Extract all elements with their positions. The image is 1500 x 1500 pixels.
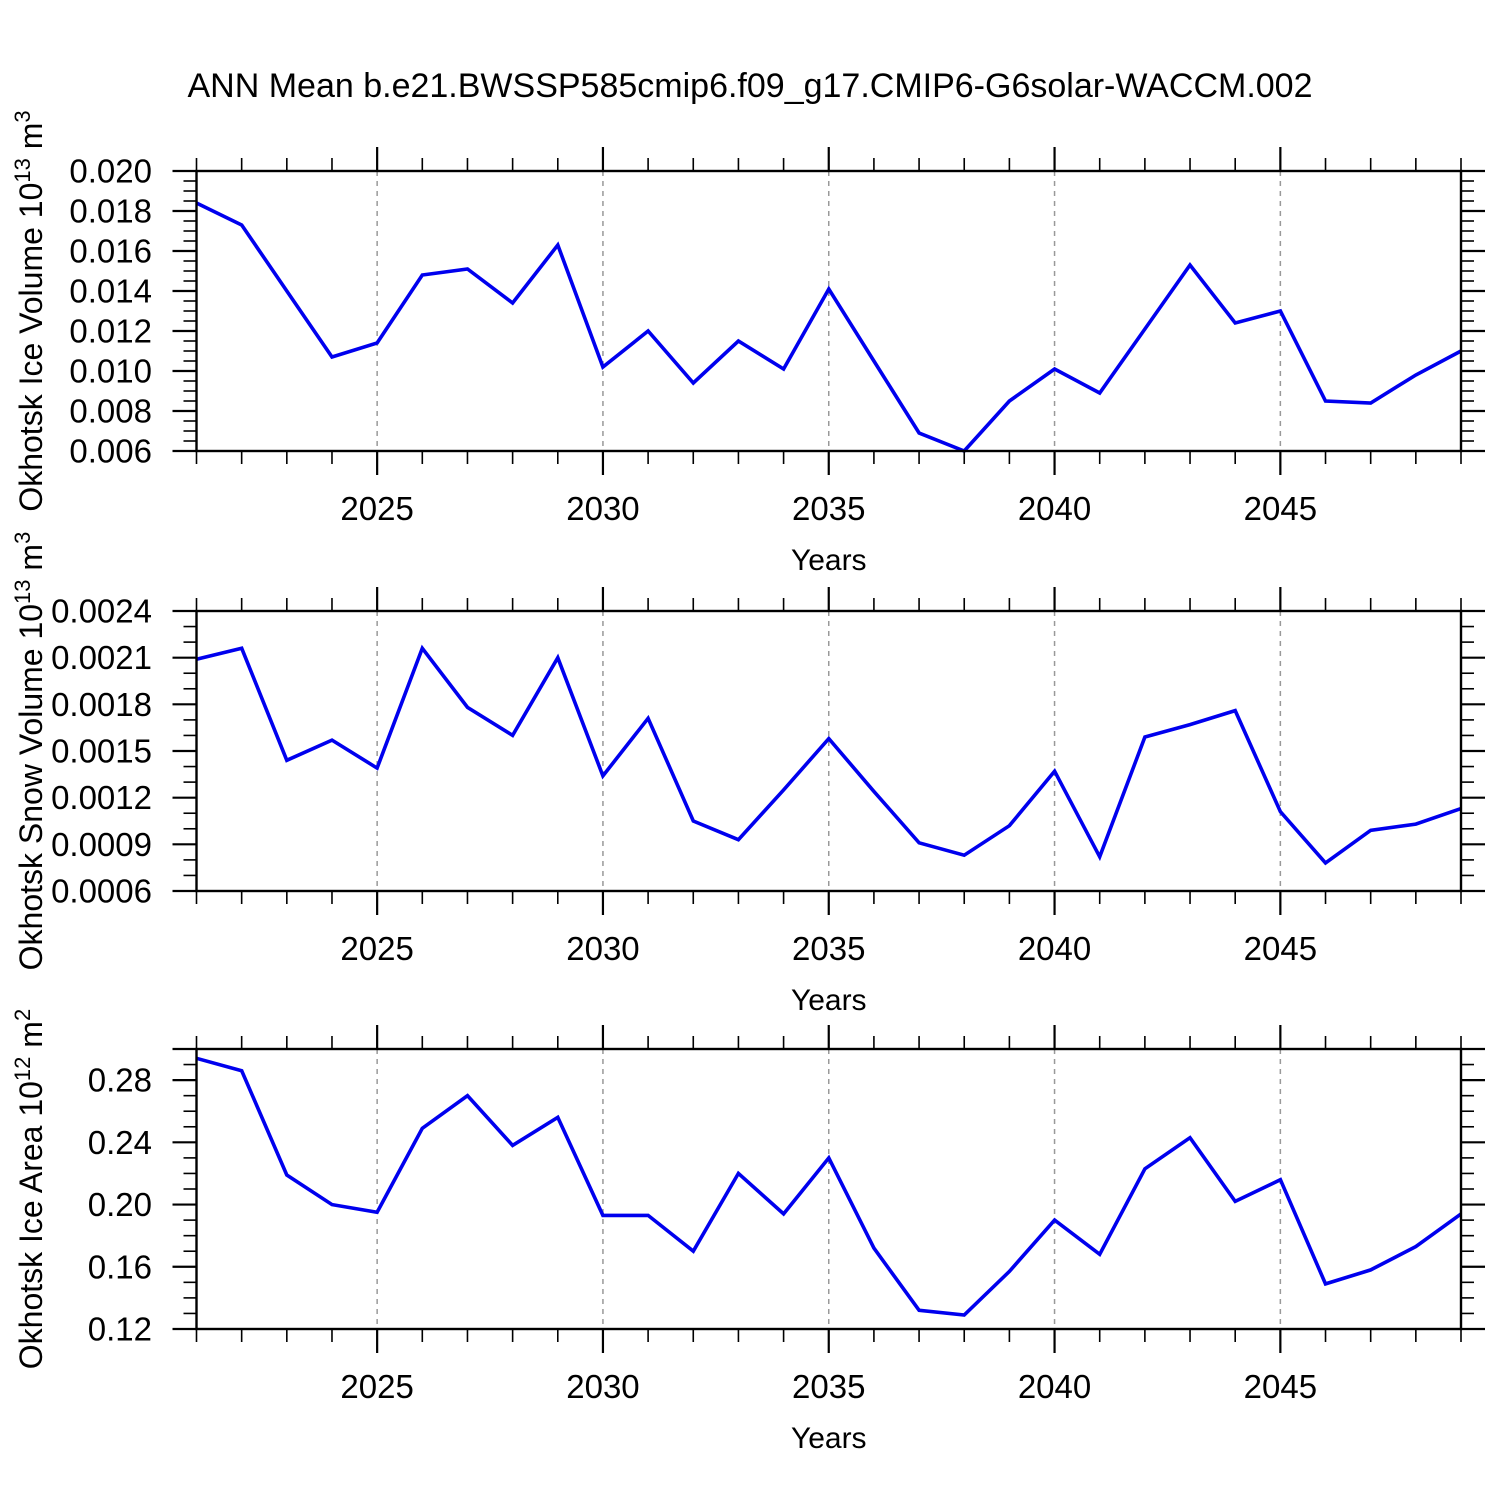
y-tick-label: 0.016 <box>69 233 152 270</box>
y-axis-title: Okhotsk Snow Volume 1013 m3 <box>10 532 49 971</box>
x-tick-label: 2035 <box>792 490 865 527</box>
y-tick-label: 0.010 <box>69 353 152 390</box>
x-tick-label: 2045 <box>1244 930 1317 967</box>
y-tick-label: 0.12 <box>88 1311 152 1348</box>
y-tick-label: 0.16 <box>88 1248 152 1285</box>
y-tick-label: 0.008 <box>69 393 152 430</box>
x-tick-label: 2045 <box>1244 490 1317 527</box>
x-axis-title: Years <box>791 1422 867 1455</box>
y-tick-label: 0.24 <box>88 1124 152 1161</box>
y-tick-label: 0.0009 <box>51 826 152 863</box>
x-tick-label: 2030 <box>566 1368 639 1405</box>
data-line-ice-area <box>196 1056 1463 1317</box>
y-tick-label: 0.0021 <box>51 639 152 676</box>
x-axis-title: Years <box>791 544 867 577</box>
y-tick-label: 0.28 <box>88 1062 152 1099</box>
y-tick-label: 0.020 <box>69 153 152 190</box>
y-tick-label: 0.012 <box>69 313 152 350</box>
x-tick-label: 2040 <box>1018 490 1091 527</box>
y-axis-title: Okhotsk Ice Area 1012 m2 <box>10 1009 49 1369</box>
x-tick-label: 2040 <box>1018 1368 1091 1405</box>
x-tick-label: 2025 <box>340 930 413 967</box>
x-axis-title: Years <box>791 984 867 1017</box>
y-tick-label: 0.0024 <box>51 593 152 630</box>
x-tick-label: 2040 <box>1018 930 1091 967</box>
x-tick-label: 2025 <box>340 490 413 527</box>
y-tick-label: 0.0015 <box>51 733 152 770</box>
y-tick-label: 0.006 <box>69 433 152 470</box>
y-tick-label: 0.014 <box>69 273 152 310</box>
x-tick-label: 2045 <box>1244 1368 1317 1405</box>
data-line-ice-volume <box>195 201 1462 454</box>
y-axis-title: Okhotsk Ice Volume 1013 m3 <box>10 110 49 511</box>
y-tick-label: 0.20 <box>88 1186 152 1223</box>
chart-title: ANN Mean b.e21.BWSSP585cmip6.f09_g17.CMI… <box>188 67 1313 105</box>
x-tick-label: 2025 <box>340 1368 413 1405</box>
panel-snow-volume: 0.0006 0.0009 0.0012 0.0015 0.0018 0.0021 0.00… <box>10 532 1485 1017</box>
y-tick-label: 0.0018 <box>51 686 152 723</box>
x-tick-label: 2030 <box>566 930 639 967</box>
x-tick-label: 2035 <box>792 1368 865 1405</box>
data-line-snow-volume <box>196 644 1462 866</box>
y-tick-label: 0.0006 <box>51 873 152 910</box>
y-tick-label: 0.0012 <box>51 779 152 816</box>
x-tick-label: 2035 <box>792 930 865 967</box>
x-tick-label: 2030 <box>566 490 639 527</box>
y-tick-label: 0.018 <box>69 193 152 230</box>
panel-ice-area: 0.12 0.16 0.20 0.24 0.28 2025 2030 2035 2040 2045… <box>10 1009 1485 1455</box>
panel-ice-volume: 0.0060.0080.0100.0120.0140.0160.0180.020… <box>10 110 1485 577</box>
